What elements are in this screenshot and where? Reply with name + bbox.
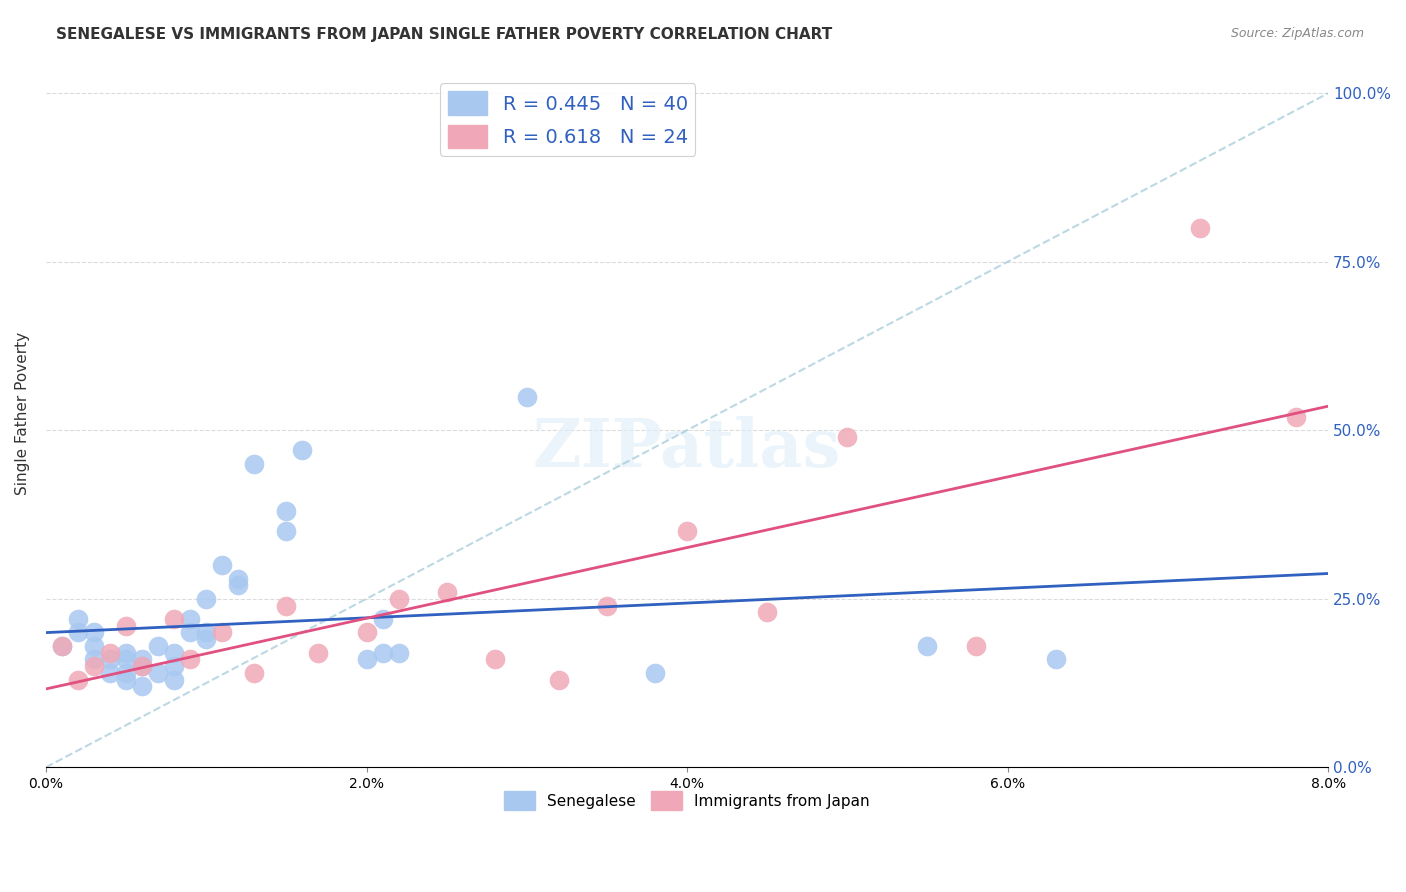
Point bbox=[226, 572, 249, 586]
Point bbox=[436, 585, 458, 599]
Point bbox=[837, 430, 859, 444]
Point bbox=[676, 524, 699, 539]
Point bbox=[163, 659, 186, 673]
Point bbox=[917, 639, 939, 653]
Point bbox=[484, 652, 506, 666]
Point bbox=[307, 646, 329, 660]
Point bbox=[243, 665, 266, 680]
Point bbox=[596, 599, 619, 613]
Point bbox=[516, 390, 538, 404]
Point bbox=[211, 558, 233, 572]
Text: Source: ZipAtlas.com: Source: ZipAtlas.com bbox=[1230, 27, 1364, 40]
Point bbox=[387, 646, 409, 660]
Point bbox=[115, 673, 138, 687]
Point bbox=[131, 659, 153, 673]
Point bbox=[98, 665, 121, 680]
Point bbox=[276, 524, 298, 539]
Point bbox=[163, 612, 186, 626]
Point bbox=[211, 625, 233, 640]
Point bbox=[98, 646, 121, 660]
Text: SENEGALESE VS IMMIGRANTS FROM JAPAN SINGLE FATHER POVERTY CORRELATION CHART: SENEGALESE VS IMMIGRANTS FROM JAPAN SING… bbox=[56, 27, 832, 42]
Point bbox=[179, 625, 201, 640]
Point bbox=[83, 659, 105, 673]
Text: ZIPatlas: ZIPatlas bbox=[533, 417, 841, 482]
Point bbox=[276, 599, 298, 613]
Point bbox=[179, 652, 201, 666]
Point bbox=[131, 652, 153, 666]
Point bbox=[1188, 221, 1211, 235]
Point bbox=[98, 652, 121, 666]
Point bbox=[146, 639, 169, 653]
Point bbox=[387, 591, 409, 606]
Point bbox=[371, 612, 394, 626]
Point bbox=[66, 673, 89, 687]
Point bbox=[179, 612, 201, 626]
Point bbox=[226, 578, 249, 592]
Point bbox=[66, 625, 89, 640]
Point bbox=[195, 625, 218, 640]
Point bbox=[163, 646, 186, 660]
Point bbox=[195, 591, 218, 606]
Point bbox=[547, 673, 569, 687]
Point bbox=[965, 639, 987, 653]
Point bbox=[243, 457, 266, 471]
Point bbox=[1285, 409, 1308, 424]
Y-axis label: Single Father Poverty: Single Father Poverty bbox=[15, 332, 30, 495]
Point bbox=[51, 639, 73, 653]
Point bbox=[83, 639, 105, 653]
Point bbox=[356, 652, 378, 666]
Point bbox=[83, 625, 105, 640]
Point bbox=[195, 632, 218, 647]
Point bbox=[291, 443, 314, 458]
Point bbox=[371, 646, 394, 660]
Point bbox=[66, 612, 89, 626]
Point bbox=[356, 625, 378, 640]
Point bbox=[131, 659, 153, 673]
Point bbox=[115, 652, 138, 666]
Point bbox=[115, 646, 138, 660]
Point bbox=[115, 665, 138, 680]
Point bbox=[83, 652, 105, 666]
Point bbox=[146, 665, 169, 680]
Point bbox=[115, 618, 138, 632]
Point bbox=[163, 673, 186, 687]
Point bbox=[1045, 652, 1067, 666]
Point bbox=[756, 605, 779, 619]
Point bbox=[276, 504, 298, 518]
Point bbox=[131, 679, 153, 693]
Point bbox=[51, 639, 73, 653]
Legend: Senegalese, Immigrants from Japan: Senegalese, Immigrants from Japan bbox=[498, 785, 876, 816]
Point bbox=[644, 665, 666, 680]
